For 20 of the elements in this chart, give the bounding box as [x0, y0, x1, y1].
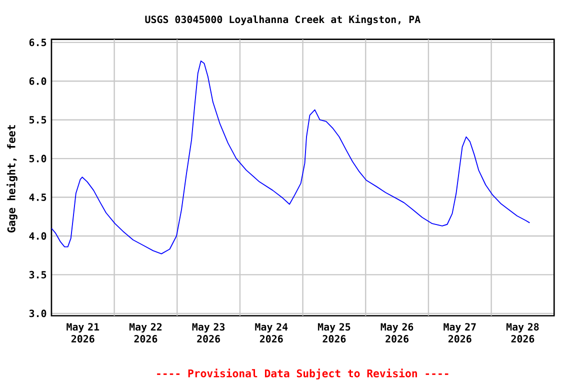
y-axis-title: Gage height, feet: [6, 125, 18, 232]
text: ---- Provisional Data Subject to Revision ----: [157, 368, 448, 380]
x-tick-label: May 27 2026: [444, 323, 476, 343]
x-tick-label: May 24 2026: [255, 323, 288, 343]
x-tick-label: May 22 2026: [129, 323, 162, 343]
x-tick-label: May 25 2026: [318, 323, 350, 343]
chart-title: USGS 03045000 Loyalhanna Creek at Kingston, PA: [145, 14, 420, 26]
x-tick-label: May 28 2026: [506, 323, 539, 343]
x-tick-label: May 26 2026: [380, 323, 414, 343]
x-tick-label: May 21 2026: [66, 323, 100, 343]
y-tick-label: 6.5: [29, 38, 46, 46]
y-tick-label: 3.0: [29, 310, 46, 318]
y-tick-label: 4.5: [29, 194, 46, 201]
y-tick-label: 5.0: [29, 154, 46, 162]
y-tick-label: 3.5: [29, 270, 46, 278]
y-tick-label: 6.0: [29, 77, 46, 85]
line-series: [51, 60, 530, 254]
y-tick-label: 4.0: [29, 232, 46, 240]
y-tick-label: 5.5: [29, 116, 46, 124]
x-tick-label: May 23 2026: [192, 323, 225, 343]
